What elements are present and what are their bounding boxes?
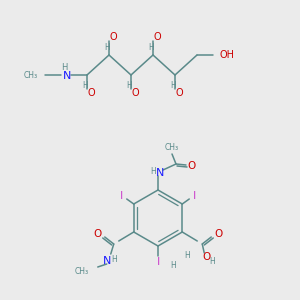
Text: OH: OH: [219, 50, 234, 60]
Text: CH₃: CH₃: [75, 266, 89, 275]
Text: N: N: [103, 256, 111, 266]
Text: H: H: [104, 43, 110, 52]
Text: H: H: [170, 262, 176, 271]
Text: O: O: [153, 32, 161, 42]
Text: O: O: [87, 88, 95, 98]
Text: O: O: [202, 252, 210, 262]
Text: H: H: [82, 80, 88, 89]
Text: N: N: [63, 71, 71, 81]
Text: H: H: [209, 257, 215, 266]
Text: H: H: [150, 167, 156, 176]
Text: O: O: [175, 88, 183, 98]
Text: O: O: [131, 88, 139, 98]
Text: I: I: [120, 191, 123, 201]
Text: CH₃: CH₃: [24, 70, 38, 80]
Text: H: H: [184, 251, 190, 260]
Text: H: H: [111, 256, 117, 265]
Text: O: O: [188, 161, 196, 171]
Text: H: H: [126, 80, 132, 89]
Text: H: H: [170, 80, 176, 89]
Text: I: I: [193, 191, 196, 201]
Text: O: O: [109, 32, 117, 42]
Text: CH₃: CH₃: [165, 143, 179, 152]
Text: N: N: [156, 168, 164, 178]
Text: I: I: [156, 257, 160, 267]
Text: O: O: [94, 229, 102, 239]
Text: H: H: [61, 64, 67, 73]
Text: H: H: [148, 43, 154, 52]
Text: O: O: [214, 229, 222, 239]
